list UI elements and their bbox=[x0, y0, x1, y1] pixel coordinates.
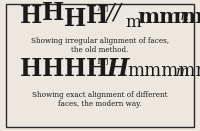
Text: [ B ]: [ B ] bbox=[92, 57, 108, 65]
Text: H: H bbox=[107, 57, 129, 81]
Text: Showing exact alignment of different: Showing exact alignment of different bbox=[32, 91, 168, 99]
Text: H: H bbox=[86, 57, 108, 81]
Text: H: H bbox=[86, 4, 108, 28]
Text: mmmmm: mmmmm bbox=[127, 62, 200, 80]
FancyBboxPatch shape bbox=[6, 4, 194, 127]
Text: H: H bbox=[42, 1, 64, 25]
Text: mmm: mmm bbox=[137, 7, 200, 27]
Text: H: H bbox=[64, 7, 86, 31]
Text: the old method.: the old method. bbox=[71, 46, 129, 54]
Text: Showing irregular alignment of faces,: Showing irregular alignment of faces, bbox=[31, 37, 169, 45]
Text: H: H bbox=[20, 57, 42, 81]
Text: //: // bbox=[107, 2, 122, 24]
Text: faces, the modern way.: faces, the modern way. bbox=[58, 100, 142, 108]
Text: H: H bbox=[64, 57, 86, 81]
Text: H: H bbox=[42, 57, 64, 81]
Text: m: m bbox=[175, 9, 188, 23]
Text: m: m bbox=[125, 14, 141, 31]
Text: m: m bbox=[175, 65, 188, 79]
Text: H: H bbox=[20, 4, 42, 28]
Text: [ A ]: [ A ] bbox=[92, 4, 108, 13]
